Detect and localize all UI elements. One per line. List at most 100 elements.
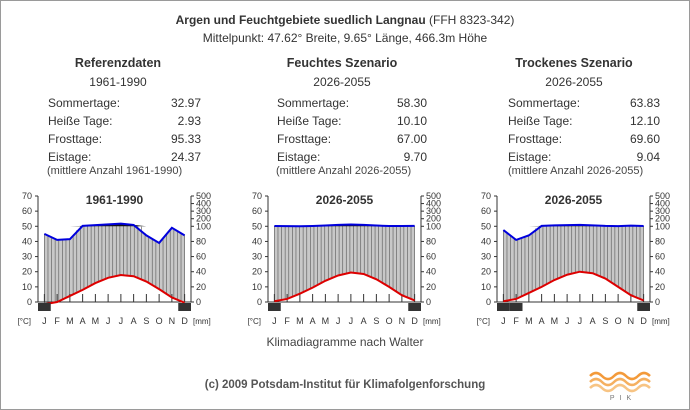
y-left-tick-label: 30: [481, 252, 491, 262]
x-label-right: [mm]: [652, 317, 670, 326]
month-label: A: [80, 316, 86, 326]
humid-area: [274, 224, 415, 302]
y-right-tick-label: 300: [655, 206, 670, 216]
chart-inner-title: 1961-1990: [86, 193, 144, 207]
month-label: F: [513, 316, 519, 326]
x-label-left: [°C]: [248, 317, 261, 326]
month-label: N: [169, 316, 176, 326]
x-label-left: [°C]: [477, 317, 490, 326]
y-right-tick-label: 20: [196, 282, 206, 292]
temperature-line: [44, 274, 186, 306]
y-right-tick-label: 100: [426, 221, 441, 231]
y-right-tick-label: 0: [196, 297, 201, 307]
stat-row: Heiße Tage: 10.10: [277, 114, 427, 128]
y-right-tick-label: 80: [655, 236, 665, 246]
stats-list: Sommertage: 63.83 Heiße Tage: 12.10 Frostt…: [474, 96, 674, 168]
y-right-tick-label: 0: [655, 297, 660, 307]
month-label: S: [602, 316, 608, 326]
y-left-tick-label: 10: [22, 282, 32, 292]
x-label-right: [mm]: [423, 317, 441, 326]
month-label: M: [322, 316, 330, 326]
month-label: J: [336, 316, 341, 326]
month-label: J: [565, 316, 570, 326]
frost-month-bar: [637, 303, 650, 311]
month-label: O: [386, 316, 393, 326]
panel-title: Referenzdaten: [74, 56, 162, 70]
y-left-tick-label: 40: [252, 236, 262, 246]
stats-note: (mittlere Anzahl 2026-2055): [508, 165, 644, 177]
month-label: S: [373, 316, 379, 326]
month-label: D: [181, 316, 188, 326]
humid-area: [503, 224, 644, 302]
y-right-tick-label: 20: [426, 282, 436, 292]
temperature-line: [503, 270, 645, 303]
stat-row: Sommertage: 32.97: [48, 96, 201, 110]
stats-note: (mittlere Anzahl 1961-1990): [47, 165, 183, 177]
panel-period: 1961-1990: [89, 75, 147, 89]
y-left-tick-label: 10: [252, 282, 262, 292]
copyright: (c) 2009 Potsdam-Institut für Klimafolge…: [204, 379, 486, 391]
y-right-tick-label: 40: [426, 267, 436, 277]
month-label: O: [615, 316, 622, 326]
precipitation-line: [43, 222, 186, 245]
y-left-tick-label: 30: [252, 252, 262, 262]
y-right-tick-label: 400: [426, 199, 441, 209]
chart-title: Argen und Feuchtgebiete suedlich Langnau…: [175, 13, 515, 27]
month-label: M: [525, 316, 533, 326]
stat-row: Frosttage: 69.60: [508, 132, 660, 146]
month-label: N: [628, 316, 635, 326]
y-left-tick-label: 50: [22, 221, 32, 231]
y-left-tick-label: 70: [481, 191, 491, 201]
precipitation-line: [502, 223, 644, 242]
panel-period: 2026-2055: [545, 75, 603, 89]
y-left-tick-label: 20: [481, 267, 491, 277]
month-label: A: [539, 316, 545, 326]
y-left-tick-label: 40: [22, 236, 32, 246]
month-label: J: [42, 316, 47, 326]
stats-list: Sommertage: 32.97 Heiße Tage: 2.93 Frostta…: [18, 96, 218, 168]
stat-row: Eistage: 9.04: [508, 150, 660, 164]
y-right-tick-label: 100: [655, 221, 670, 231]
frost-month-bar: [497, 303, 510, 311]
stat-row: Heiße Tage: 2.93: [48, 114, 201, 128]
stat-row: Eistage: 9.70: [277, 150, 427, 164]
stat-row: Sommertage: 63.83: [508, 96, 660, 110]
pik-logo-waves: [589, 371, 651, 393]
month-label: S: [143, 316, 149, 326]
y-right-tick-label: 500: [196, 191, 211, 201]
frost-month-bar: [408, 303, 421, 311]
month-label: F: [54, 316, 60, 326]
month-label: J: [272, 316, 277, 326]
y-right-tick-label: 200: [196, 214, 211, 224]
y-right-tick-label: 40: [196, 267, 206, 277]
month-label: D: [640, 316, 647, 326]
y-right-tick-label: 100: [196, 221, 211, 231]
y-right-tick-label: 0: [426, 297, 431, 307]
panel-period: 2026-2055: [313, 75, 371, 89]
month-label: J: [578, 316, 583, 326]
caption: Klimadiagramme nach Walter: [266, 335, 424, 349]
stat-row: Eistage: 24.37: [48, 150, 201, 164]
frost-month-bar: [268, 303, 281, 311]
x-label-left: [°C]: [18, 317, 31, 326]
month-label: A: [590, 316, 596, 326]
chart-inner-title: 2026-2055: [545, 193, 603, 207]
y-right-tick-label: 500: [426, 191, 441, 201]
month-label: D: [411, 316, 418, 326]
stat-row: Frosttage: 95.33: [48, 132, 201, 146]
frost-month-bar: [509, 303, 523, 311]
y-left-tick-label: 50: [481, 221, 491, 231]
frost-month-bar: [178, 303, 191, 311]
temperature-line: [274, 271, 416, 303]
stats-list: Sommertage: 58.30 Heiße Tage: 10.10 Frostt…: [242, 96, 442, 168]
month-label: O: [156, 316, 163, 326]
month-label: J: [106, 316, 111, 326]
frost-month-bar: [38, 303, 51, 311]
month-label: M: [92, 316, 100, 326]
y-left-tick-label: 40: [481, 236, 491, 246]
y-right-tick-label: 40: [655, 267, 665, 277]
y-right-tick-label: 400: [655, 199, 670, 209]
y-left-tick-label: 20: [252, 267, 262, 277]
